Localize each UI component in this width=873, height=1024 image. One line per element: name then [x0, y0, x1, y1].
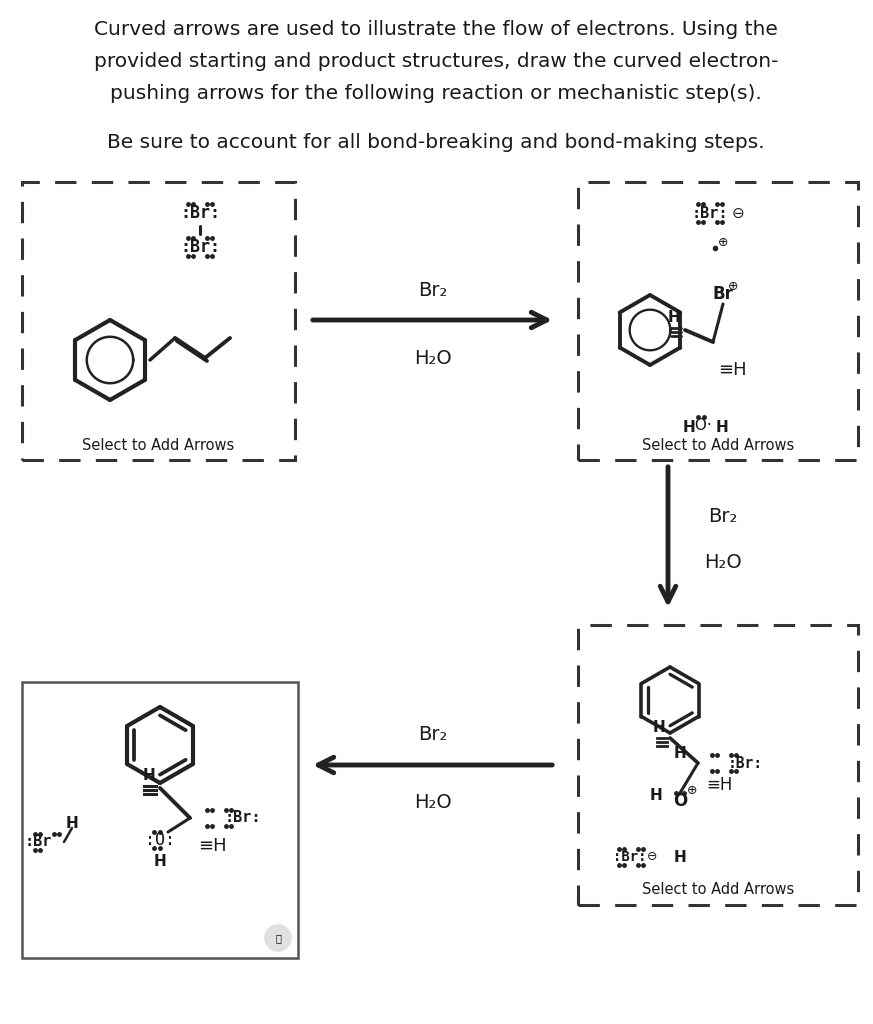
Text: ⊕: ⊕ [718, 236, 728, 249]
Text: :Br:: :Br: [691, 206, 728, 220]
Text: ⊖: ⊖ [732, 206, 745, 220]
Text: :Br:: :Br: [180, 238, 220, 256]
Text: ≡H: ≡H [198, 837, 227, 855]
Text: H₂O: H₂O [705, 553, 742, 571]
Bar [578, 625, 858, 905]
Bar [22, 182, 295, 460]
Text: ⊕: ⊕ [728, 280, 739, 293]
Text: H: H [154, 854, 167, 869]
Text: :Br:: :Br: [728, 756, 763, 770]
Text: :O:: :O: [145, 831, 175, 849]
Text: Select to Add Arrows: Select to Add Arrows [642, 437, 794, 453]
Text: Br₂: Br₂ [418, 725, 447, 744]
Text: H₂O: H₂O [414, 348, 451, 368]
Text: :Br:: :Br: [225, 811, 262, 825]
Text: provided starting and product structures, draw the curved electron-: provided starting and product structures… [93, 52, 778, 71]
Text: H: H [674, 850, 686, 864]
Text: :Br:: :Br: [180, 204, 220, 222]
Text: ≡H: ≡H [718, 361, 746, 379]
Text: H: H [65, 816, 79, 831]
Text: H: H [673, 745, 686, 761]
Text: Be sure to account for all bond-breaking and bond-making steps.: Be sure to account for all bond-breaking… [107, 133, 765, 152]
Text: H: H [716, 420, 728, 434]
Text: H: H [683, 420, 696, 434]
Text: H: H [650, 788, 662, 804]
Text: ≡H: ≡H [706, 776, 732, 794]
Text: ⊖: ⊖ [647, 851, 657, 863]
Text: Br₂: Br₂ [708, 508, 738, 526]
Text: ·O·: ·O· [691, 418, 712, 432]
Text: H: H [142, 768, 155, 783]
Bar [578, 182, 858, 460]
Text: H: H [652, 721, 665, 735]
Text: Select to Add Arrows: Select to Add Arrows [642, 883, 794, 897]
Text: ⊕: ⊕ [687, 784, 698, 798]
Text: 🔍: 🔍 [275, 933, 281, 943]
Text: Select to Add Arrows: Select to Add Arrows [82, 437, 235, 453]
Text: H₂O: H₂O [414, 794, 451, 812]
Text: Br: Br [712, 285, 733, 303]
Text: Br₂: Br₂ [418, 281, 447, 299]
Text: O: O [673, 792, 687, 810]
Bar [22, 682, 298, 958]
Text: Curved arrows are used to illustrate the flow of electrons. Using the: Curved arrows are used to illustrate the… [94, 20, 778, 39]
Circle shape [265, 925, 291, 951]
Text: pushing arrows for the following reaction or mechanistic step(s).: pushing arrows for the following reactio… [110, 84, 762, 103]
Text: H: H [667, 310, 680, 326]
Text: :Br:: :Br: [613, 850, 647, 864]
Text: :Br: :Br [24, 835, 52, 850]
